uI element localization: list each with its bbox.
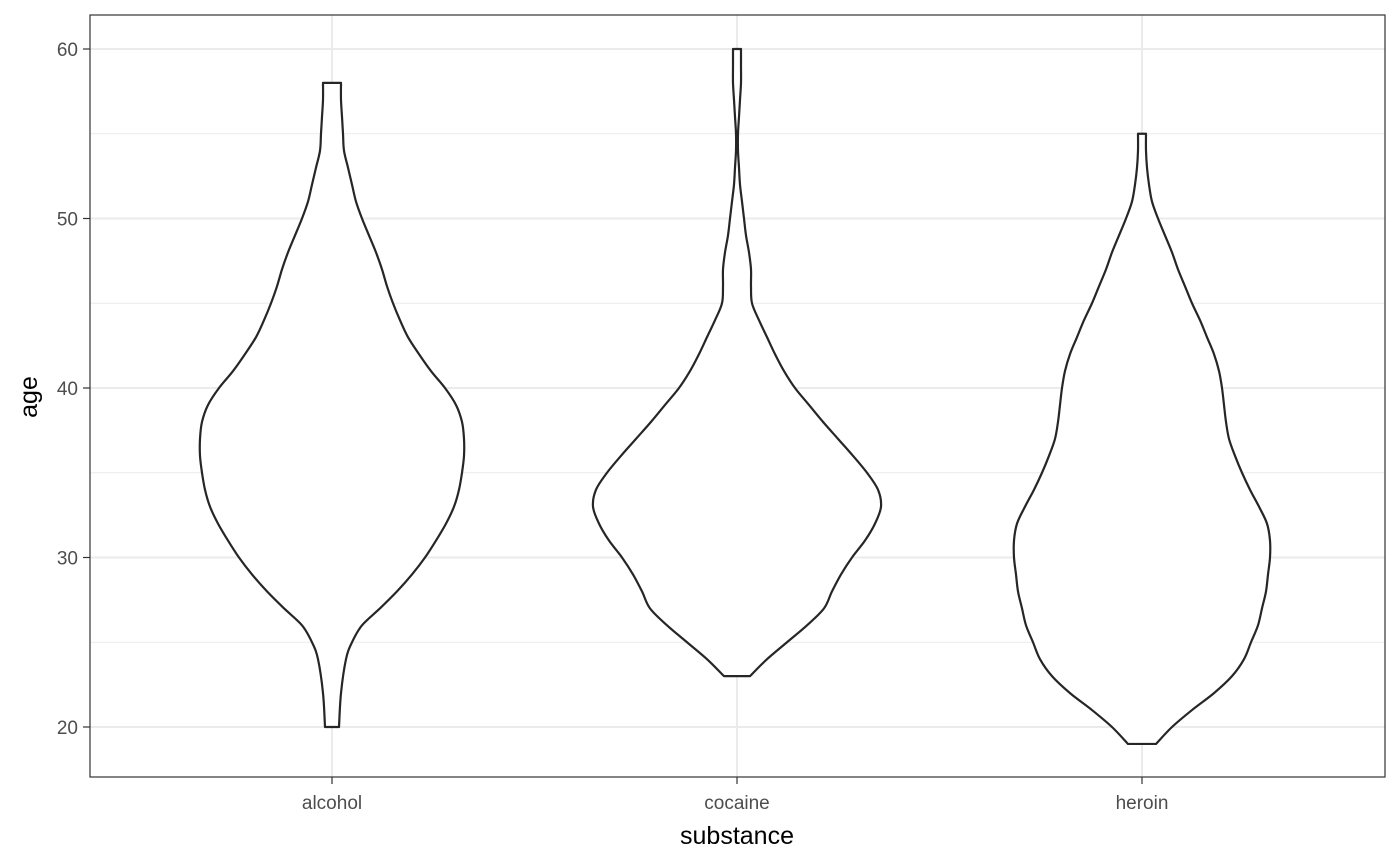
- violin-heroin: [1012, 132, 1272, 746]
- y-tick-label: 30: [57, 549, 78, 570]
- violin-alcohol: [198, 81, 466, 729]
- x-tick-label: cocaine: [704, 793, 770, 814]
- axis-ticks: [83, 48, 1143, 784]
- x-tick-label: alcohol: [302, 793, 362, 814]
- y-tick-label: 50: [57, 210, 78, 231]
- violins: [198, 47, 1272, 746]
- y-tick-label: 20: [57, 718, 78, 739]
- x-axis-title: substance: [680, 822, 794, 850]
- y-tick-label: 60: [57, 40, 78, 61]
- y-tick-label: 40: [57, 379, 78, 400]
- x-tick-label: heroin: [1116, 793, 1169, 814]
- y-axis-title: age: [15, 376, 43, 418]
- violin-cocaine: [591, 47, 883, 678]
- tick-labels: 20 30 40 50 60 alcohol cocaine heroin: [57, 40, 1169, 814]
